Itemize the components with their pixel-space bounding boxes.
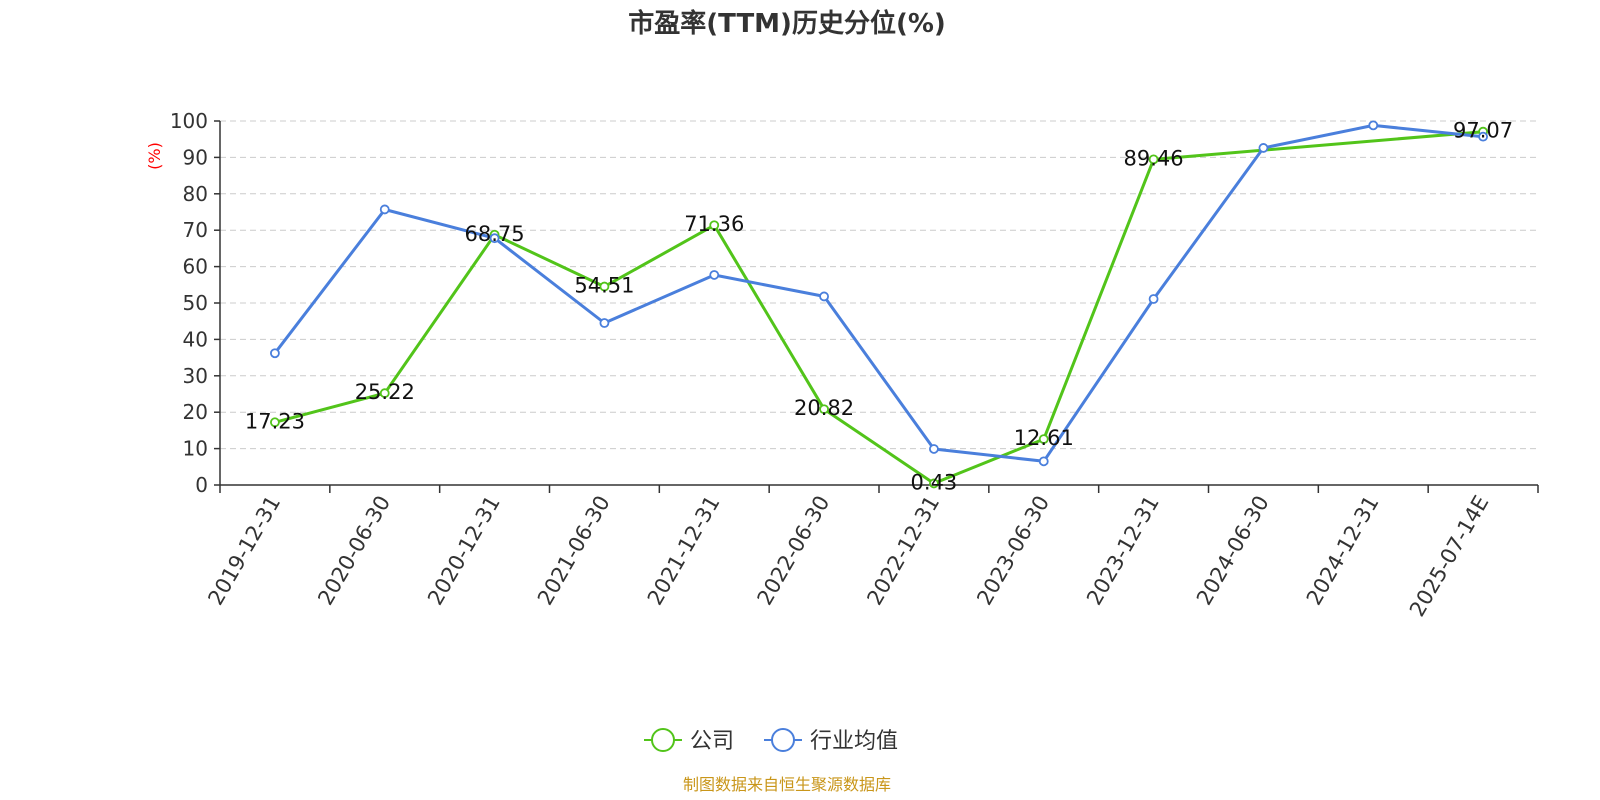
data-label: 0.43 [911, 470, 958, 494]
x-tick-label: 2025-07-14E [1405, 492, 1493, 621]
y-tick-label: 40 [183, 327, 208, 351]
data-point [1148, 154, 1159, 165]
data-point [270, 417, 280, 428]
data-point [709, 270, 720, 280]
data-label: 54.51 [574, 274, 634, 298]
data-point [929, 478, 939, 489]
data-label: 17.23 [245, 409, 305, 433]
legend-label: 公司 [690, 729, 734, 754]
data-label: 20.82 [794, 396, 854, 420]
x-tick-label: 2022-12-31 [862, 492, 944, 610]
data-label: 89.46 [1124, 146, 1184, 170]
data-labels: 17.23 25.22 68.75 54.51 71.36 20.82 0.43 12.61 8… [245, 119, 1513, 495]
legend-marker [651, 728, 675, 752]
series-lines [270, 120, 1488, 489]
x-tick-label: 2021-06-30 [533, 492, 615, 610]
data-point [1478, 131, 1488, 142]
data-point [379, 204, 390, 215]
axes: 0 10 20 30 40 50 60 70 80 90 100 2019-12-31 2020-06-… [170, 109, 1539, 621]
x-tick-label: 2020-12-31 [423, 492, 505, 610]
data-point [929, 444, 939, 454]
legend-marker [771, 728, 795, 752]
x-tick-label: 2021-12-31 [643, 492, 725, 610]
legend-label: 行业均值 [810, 729, 898, 754]
data-point [1148, 294, 1159, 304]
x-tick-label: 2019-12-31 [203, 492, 285, 610]
source-note: 制图数据来自恒生聚源数据库 [683, 775, 891, 794]
data-point [489, 233, 500, 244]
y-tick-label: 10 [183, 437, 208, 461]
data-label: 71.36 [684, 212, 744, 236]
y-tick-label: 70 [183, 218, 208, 242]
data-point [819, 291, 829, 302]
x-tick-label: 2023-06-30 [972, 492, 1054, 610]
legend-item-1: 行业均值 [764, 728, 898, 754]
series-line-1 [273, 123, 1484, 463]
y-tick-label: 100 [170, 109, 208, 133]
y-tick-label: 30 [183, 364, 208, 388]
x-tick-label: 2020-06-30 [313, 492, 395, 610]
y-tick-label: 90 [183, 145, 208, 169]
grid-lines [220, 120, 1538, 450]
data-point [270, 348, 280, 359]
y-tick-label: 60 [183, 255, 208, 279]
data-point [1368, 120, 1379, 131]
y-tick-label: 20 [183, 400, 208, 424]
series-line-0 [274, 130, 1484, 485]
x-tick-label: 2023-12-31 [1082, 492, 1164, 610]
data-label: 12.61 [1014, 426, 1074, 450]
data-point [599, 318, 610, 328]
data-label: 68.75 [465, 222, 525, 246]
data-point [709, 220, 720, 231]
data-point [819, 404, 829, 415]
x-tick-label: 2024-06-30 [1192, 492, 1274, 610]
data-point [1038, 456, 1049, 467]
x-tick-label: 2024-12-31 [1302, 492, 1384, 610]
x-tick-label: 2022-06-30 [753, 492, 835, 610]
y-tick-label: 50 [183, 291, 208, 315]
data-point [1258, 143, 1269, 153]
legend: 公司 行业均值 [644, 728, 898, 754]
y-tick-label: 80 [183, 182, 208, 206]
data-point [379, 388, 390, 399]
data-label: 97.07 [1453, 119, 1513, 143]
y-axis-label: (%) [145, 142, 164, 170]
data-point [599, 281, 610, 292]
legend-item-0: 公司 [644, 728, 734, 754]
y-tick-label: 0 [195, 473, 208, 497]
chart-title: 市盈率(TTM)历史分位(%) [628, 8, 946, 39]
data-point [1038, 434, 1049, 444]
data-label: 25.22 [355, 380, 415, 404]
